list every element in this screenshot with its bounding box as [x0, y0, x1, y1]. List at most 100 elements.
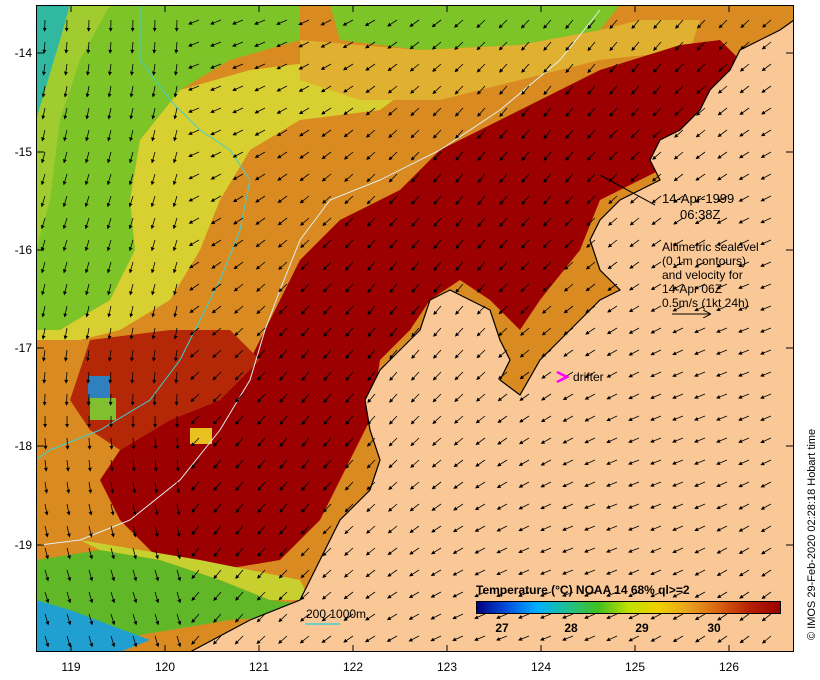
velocity-arrow — [189, 283, 200, 291]
velocity-arrow — [497, 437, 508, 445]
velocity-arrow — [212, 327, 222, 336]
velocity-arrow — [66, 591, 72, 604]
velocity-arrow — [696, 19, 706, 29]
velocity-arrow — [455, 129, 464, 139]
velocity-arrow — [211, 283, 222, 292]
velocity-arrow — [518, 569, 530, 575]
velocity-arrow — [365, 591, 376, 599]
velocity-arrow — [542, 283, 552, 292]
velocity-arrow — [388, 459, 398, 469]
velocity-arrow — [476, 305, 486, 315]
velocity-arrow — [367, 371, 376, 382]
velocity-arrow — [188, 129, 200, 135]
velocity-arrow — [66, 613, 72, 626]
velocity-arrow — [584, 635, 596, 641]
velocity-arrow — [584, 393, 596, 400]
velocity-arrow — [234, 305, 244, 314]
velocity-arrow — [62, 217, 68, 230]
velocity-arrow — [62, 195, 68, 208]
velocity-arrow — [672, 305, 684, 312]
velocity-arrow — [672, 283, 684, 290]
velocity-arrow — [543, 173, 552, 183]
velocity-arrow — [650, 525, 662, 531]
velocity-arrow — [343, 129, 354, 138]
velocity-arrow — [41, 85, 46, 98]
velocity-arrow — [675, 19, 684, 29]
velocity-arrow — [718, 19, 728, 29]
velocity-arrow — [277, 195, 288, 203]
velocity-arrow — [174, 41, 179, 54]
velocity-arrow — [63, 305, 68, 318]
velocity-arrow — [716, 195, 728, 203]
velocity-arrow — [150, 173, 156, 186]
velocity-arrow — [716, 371, 728, 377]
velocity-arrow — [607, 261, 618, 270]
velocity-arrow — [277, 173, 288, 181]
velocity-arrow — [651, 261, 662, 269]
velocity-arrow — [323, 437, 332, 447]
velocity-arrow — [191, 525, 200, 536]
drifter-marker[interactable] — [556, 370, 570, 384]
velocity-arrow — [322, 195, 332, 204]
velocity-arrow — [628, 437, 640, 443]
colorbar-tick: 27 — [495, 621, 509, 635]
velocity-arrow — [410, 151, 420, 161]
velocity-arrow — [455, 151, 464, 161]
velocity-arrow — [300, 217, 310, 226]
velocity-arrow — [172, 195, 178, 208]
velocity-arrow — [298, 85, 310, 92]
velocity-arrow — [476, 349, 486, 359]
velocity-arrow — [694, 437, 706, 443]
velocity-arrow — [300, 283, 310, 293]
y-tick-label: -18 — [14, 439, 32, 453]
velocity-arrow — [110, 569, 116, 582]
velocity-arrow — [256, 283, 266, 292]
velocity-arrow — [301, 327, 310, 337]
velocity-arrow — [499, 195, 508, 206]
velocity-arrow — [540, 415, 552, 423]
velocity-arrow — [411, 239, 420, 250]
velocity-arrow — [128, 151, 134, 164]
velocity-arrow — [276, 41, 288, 48]
velocity-arrow — [298, 41, 310, 48]
velocity-arrow — [740, 41, 750, 50]
velocity-arrow — [365, 85, 376, 94]
velocity-arrow — [630, 107, 640, 117]
velocity-arrow — [518, 481, 530, 488]
velocity-arrow — [586, 195, 596, 205]
velocity-arrow — [630, 195, 640, 204]
velocity-arrow — [540, 459, 552, 466]
velocity-arrow — [210, 195, 222, 202]
velocity-arrow — [365, 547, 376, 556]
velocity-arrow — [191, 459, 200, 469]
velocity-arrow — [277, 217, 288, 226]
velocity-arrow — [653, 19, 662, 29]
velocity-arrow — [367, 305, 376, 316]
velocity-arrow — [84, 151, 90, 164]
velocity-arrow — [129, 305, 134, 318]
velocity-arrow — [300, 569, 310, 579]
velocity-arrow — [454, 349, 464, 359]
velocity-arrow — [299, 173, 310, 182]
velocity-arrow — [154, 525, 159, 538]
velocity-arrow — [278, 635, 288, 644]
velocity-arrow — [628, 635, 640, 642]
velocity-arrow — [173, 305, 178, 318]
velocity-arrow — [62, 173, 68, 186]
velocity-arrow — [151, 305, 156, 318]
velocity-arrow — [344, 503, 354, 513]
velocity-arrow — [540, 613, 552, 619]
velocity-arrow — [717, 129, 728, 138]
velocity-arrow — [454, 371, 464, 381]
velocity-arrow — [279, 349, 288, 359]
velocity-arrow — [587, 151, 596, 161]
velocity-arrow — [521, 173, 530, 184]
velocity-arrow — [499, 85, 508, 95]
velocity-arrow — [212, 415, 222, 425]
velocity-arrow — [322, 547, 332, 557]
velocity-arrow — [540, 591, 552, 597]
velocity-arrow — [300, 613, 310, 622]
velocity-arrow — [364, 635, 376, 643]
velocity-arrow — [760, 349, 772, 355]
